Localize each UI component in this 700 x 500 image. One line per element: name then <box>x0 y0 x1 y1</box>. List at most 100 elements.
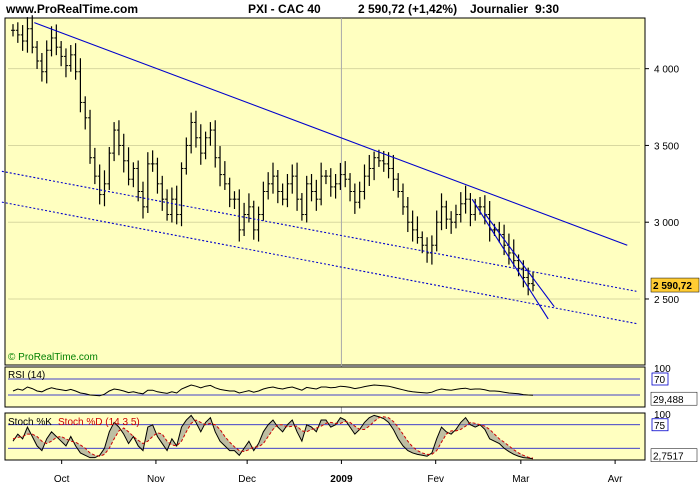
ohlc-bar <box>271 162 275 194</box>
stoch-tick-label: 100 <box>654 410 671 421</box>
ohlc-bar <box>15 22 20 43</box>
ohlc-bar <box>39 53 44 82</box>
stoch-fill <box>13 415 533 459</box>
ohlc-bar <box>275 170 280 204</box>
ohlc-bar <box>266 172 271 200</box>
ohlc-bar <box>165 189 170 221</box>
stoch-last-label: 2,7517 <box>653 452 684 463</box>
ohlc-bar <box>97 164 102 205</box>
instrument-name: PXI - CAC 40 <box>248 2 321 16</box>
ohlc-bar <box>357 181 362 209</box>
trend-line <box>483 212 555 307</box>
ohlc-bar <box>425 237 430 263</box>
stoch-k-line <box>12 414 534 460</box>
trend-line <box>0 201 637 325</box>
ohlc-bar <box>83 96 88 130</box>
rsi-level-box <box>651 372 669 386</box>
price-tick-label: 4 000 <box>654 65 679 76</box>
ohlc-bar <box>439 193 444 231</box>
trend-line <box>0 170 637 292</box>
ohlc-bar <box>434 210 439 252</box>
ohlc-bar <box>88 109 93 164</box>
ohlc-bar <box>203 131 208 160</box>
ohlc-bar <box>155 157 160 194</box>
ohlc-bar <box>314 179 319 211</box>
watermark: © ProRealTime.com <box>8 352 98 363</box>
rsi-title: RSI (14) <box>8 370 45 381</box>
ohlc-bar <box>20 25 25 51</box>
ohlc-bar <box>141 181 145 219</box>
ohlc-bar <box>35 41 40 69</box>
ohlc-bar <box>304 175 309 223</box>
ohlc-bar <box>92 147 97 185</box>
ohlc-bar <box>150 150 155 172</box>
ohlc-bar <box>319 162 324 206</box>
trend-line <box>471 198 549 320</box>
ohlc-bar <box>372 151 377 181</box>
x-tick-label: 2009 <box>330 474 353 485</box>
rsi-levels <box>8 378 640 396</box>
ohlc-bar <box>44 40 49 84</box>
price-panel <box>4 17 646 366</box>
ohlc-bar <box>59 41 64 67</box>
ohlc-bar <box>531 271 535 292</box>
ohlc-bar <box>367 154 372 186</box>
ohlc-bar <box>179 162 184 227</box>
stoch-d-legend: Stoch %D (14 3 5) <box>58 417 140 428</box>
ohlc-bar <box>213 120 218 168</box>
ohlc-bar <box>54 24 59 56</box>
ohlc-bar <box>136 160 141 202</box>
stoch-last-box <box>650 448 698 462</box>
rsi-tick-label: 70 <box>654 375 666 386</box>
ohlc-bar <box>218 146 223 187</box>
price-tick-label: 3 000 <box>654 218 679 229</box>
ohlc-bar <box>415 216 420 244</box>
ohlc-bar <box>362 164 367 200</box>
ohlc-bar <box>256 206 261 242</box>
ohlc-bar <box>295 162 300 211</box>
ohlc-bar <box>463 185 468 214</box>
ohlc-bar <box>444 200 449 229</box>
ohlc-bar <box>78 58 83 113</box>
ohlc-bar <box>376 149 381 167</box>
ohlc-bar <box>449 211 454 234</box>
ohlc-bar <box>290 164 295 194</box>
ohlc-bar <box>116 120 121 156</box>
x-tick-label: Oct <box>54 474 70 485</box>
ohlc-bar <box>323 170 328 185</box>
ohlc-bar <box>189 112 194 154</box>
period-label: Journalier <box>470 2 529 16</box>
x-axis: Oct Nov Dec 2009 Fev Mar Avr <box>54 460 623 485</box>
stoch-lines <box>12 414 534 460</box>
stoch-tick-label: 75 <box>654 421 666 432</box>
ohlc-bar <box>112 122 117 162</box>
ohlc-bar <box>343 161 348 188</box>
ohlc-bar <box>232 191 237 210</box>
last-price-label: 2 590,72 <box>653 281 692 292</box>
x-tick-label: Nov <box>147 474 165 485</box>
ohlc-bar <box>386 152 391 179</box>
ohlc-bar <box>63 48 68 78</box>
ohlc-bar <box>227 177 232 208</box>
last-price-box <box>650 277 700 293</box>
ohlc-bar <box>396 173 401 198</box>
site-title[interactable]: www.ProRealTime.com <box>6 2 139 16</box>
ohlc-bar <box>73 43 78 80</box>
ohlc-bar <box>391 154 396 191</box>
ohlc-bar <box>285 173 290 208</box>
ohlc-bar <box>198 124 203 165</box>
ohlc-bar <box>68 45 73 72</box>
ohlc-bar <box>410 210 415 242</box>
ohlc-bar <box>237 189 242 242</box>
ohlc-bar <box>131 162 136 188</box>
x-tick-label: Mar <box>512 474 530 485</box>
price-change: 2 590,72 (+1,42%) <box>358 2 458 16</box>
ohlc-bar <box>246 193 251 223</box>
x-tick-label: Dec <box>238 474 256 485</box>
time-label: 9:30 <box>535 2 560 16</box>
ohlc-bar <box>126 147 131 186</box>
ohlc-bar <box>309 173 314 202</box>
ohlc-bar <box>381 150 386 172</box>
ohlc-bar <box>333 173 338 199</box>
